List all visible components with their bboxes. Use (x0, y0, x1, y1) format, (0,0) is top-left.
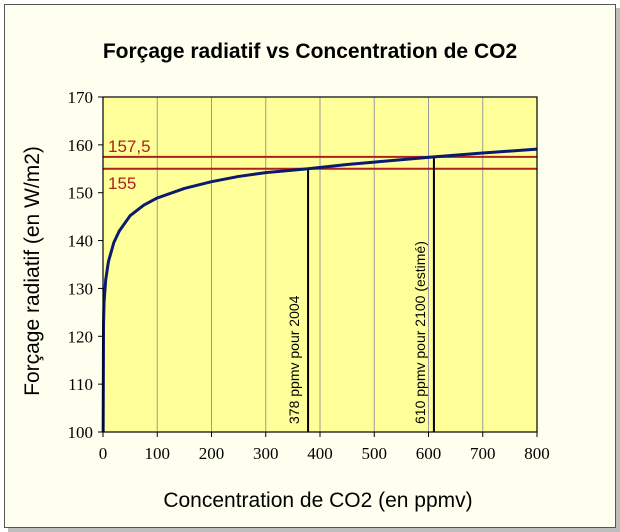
annotation-label-0: 378 ppmv pour 2004 (286, 295, 302, 424)
y-tick-label-160: 160 (68, 136, 94, 155)
chart-frame: Forçage radiatif vs Concentration de CO2… (4, 4, 616, 528)
x-tick-label-700: 700 (470, 444, 496, 463)
x-tick-label-200: 200 (199, 444, 225, 463)
reference-label-0: 157,5 (108, 137, 151, 156)
chart-svg: Forçage radiatif vs Concentration de CO2… (21, 40, 550, 512)
y-tick-label-150: 150 (68, 184, 94, 203)
y-tick-label-100: 100 (68, 423, 94, 442)
y-tick-labels: 100 110 120 130 140 150 160 170 (68, 88, 103, 442)
x-tick-label-300: 300 (253, 444, 279, 463)
y-tick-label-110: 110 (68, 375, 93, 394)
chart-title: Forçage radiatif vs Concentration de CO2 (103, 40, 517, 63)
y-tick-label-130: 130 (68, 279, 94, 298)
y-tick-label-140: 140 (68, 232, 94, 251)
x-tick-labels: 0 100 200 300 400 500 600 700 800 (99, 432, 550, 463)
y-axis-label: Forçage radiatif (en W/m2) (21, 146, 44, 396)
x-tick-label-0: 0 (99, 444, 108, 463)
y-tick-label-120: 120 (68, 327, 94, 346)
x-tick-label-100: 100 (145, 444, 171, 463)
forcing-curve (101, 147, 538, 433)
x-tick-label-500: 500 (362, 444, 388, 463)
y-tick-label-170: 170 (68, 88, 94, 107)
grid-lines (156, 97, 484, 432)
x-tick-label-800: 800 (524, 444, 550, 463)
x-tick-label-400: 400 (307, 444, 333, 463)
reference-label-1: 155 (108, 174, 136, 193)
annotation-label-1: 610 ppmv pour 2100 (estimé) (412, 241, 428, 424)
x-tick-label-600: 600 (416, 444, 442, 463)
x-axis-label: Concentration de CO2 (en ppmv) (163, 489, 472, 512)
annotations: 378 ppmv pour 2004 610 ppmv pour 2100 (es… (286, 156, 435, 432)
